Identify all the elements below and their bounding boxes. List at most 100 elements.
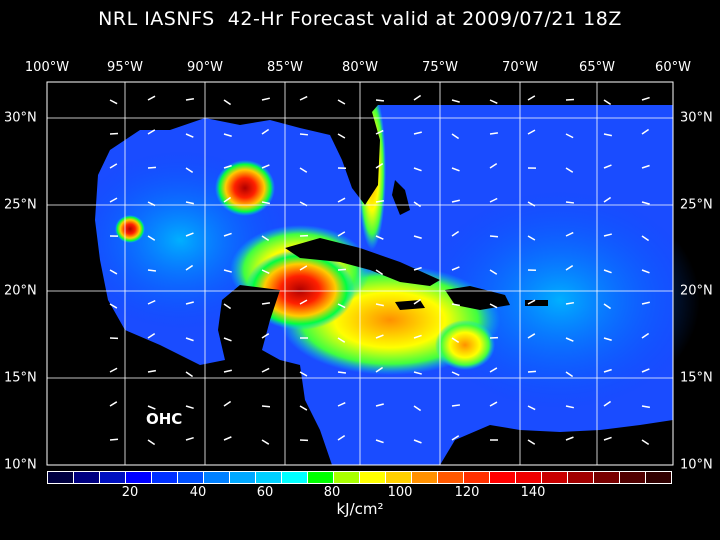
vector-arrow xyxy=(489,197,498,203)
vector-arrow xyxy=(489,163,498,169)
vector-arrow xyxy=(337,99,346,105)
vector-arrow xyxy=(375,439,384,444)
colorbar-tick-label: 100 xyxy=(387,485,413,500)
vector-arrow xyxy=(147,405,156,410)
lat-label: 10°N xyxy=(680,457,713,473)
land-south-america xyxy=(440,420,673,465)
vector-arrow xyxy=(451,199,460,203)
vector-arrow xyxy=(109,367,118,373)
vector-arrow xyxy=(185,405,194,410)
vector-arrow xyxy=(603,99,612,106)
vector-arrow xyxy=(299,299,308,305)
colorbar-swatch xyxy=(74,472,100,483)
colorbar-tick-label: 60 xyxy=(256,485,274,500)
vector-arrow xyxy=(565,337,574,342)
vector-arrow xyxy=(223,369,232,373)
colorbar-swatch xyxy=(230,472,256,483)
vector-arrow xyxy=(451,303,461,307)
vector-arrow xyxy=(565,405,574,409)
colorbar-swatch xyxy=(386,472,412,483)
colorbar-swatch xyxy=(360,472,386,483)
colorbar-swatch xyxy=(334,472,360,483)
vector-arrow xyxy=(451,266,460,271)
vector-arrow xyxy=(413,405,422,412)
colorbar-swatch xyxy=(438,472,464,483)
vector-arrow xyxy=(641,439,650,446)
vector-arrow xyxy=(223,303,232,310)
lat-label: 30°N xyxy=(680,110,713,126)
vector-arrow xyxy=(185,301,194,305)
vector-arrow xyxy=(147,439,156,446)
vector-arrow xyxy=(527,370,537,373)
vector-arrow xyxy=(337,401,346,407)
current-vectors xyxy=(109,94,651,446)
colorbar-swatch xyxy=(256,472,282,483)
vector-arrow xyxy=(641,96,650,101)
lat-lon-grid xyxy=(47,82,673,465)
vector-arrow xyxy=(109,401,118,407)
colorbar xyxy=(47,471,672,484)
vector-arrow xyxy=(413,167,422,172)
map-title: NRL IASNFS 42-Hr Forecast valid at 2009/… xyxy=(98,8,622,30)
vector-arrow xyxy=(223,164,232,169)
land-north-america xyxy=(47,82,673,465)
vector-arrow xyxy=(337,197,346,203)
vector-arrow xyxy=(527,95,536,101)
colorbar-swatch xyxy=(464,472,490,483)
vector-arrow xyxy=(451,404,461,407)
lat-label: 25°N xyxy=(680,197,713,213)
vector-arrow xyxy=(261,302,271,305)
vector-arrow xyxy=(109,197,118,203)
vector-arrow xyxy=(451,133,460,140)
vector-arrow xyxy=(565,201,575,204)
vector-arrow xyxy=(375,334,384,339)
western-gulf-eddy xyxy=(115,215,145,243)
vector-arrow xyxy=(565,436,574,441)
vector-arrow xyxy=(261,201,271,205)
lat-label: 15°N xyxy=(680,370,713,386)
vector-arrow xyxy=(223,337,232,342)
vector-arrow xyxy=(413,334,422,339)
vector-arrow xyxy=(147,299,156,305)
vector-arrow xyxy=(375,99,385,102)
vector-arrow xyxy=(299,133,309,136)
vector-arrow xyxy=(565,98,575,101)
colorbar-swatch xyxy=(646,472,671,483)
vector-arrow xyxy=(147,129,156,135)
vector-arrow xyxy=(299,371,308,377)
vector-arrow xyxy=(261,164,270,169)
vector-arrow xyxy=(109,99,118,105)
colorbar-swatch xyxy=(126,472,152,483)
lat-label: 15°N xyxy=(4,370,37,386)
vector-arrow xyxy=(451,230,460,237)
vector-arrow xyxy=(527,333,536,339)
vector-arrow xyxy=(109,163,118,169)
vector-arrow xyxy=(261,367,270,373)
vector-arrow xyxy=(527,129,536,135)
colorbar-swatch xyxy=(490,472,516,483)
vector-arrow xyxy=(147,332,156,339)
lon-label: 75°W xyxy=(422,60,458,75)
vector-arrow xyxy=(641,368,650,373)
vector-arrow xyxy=(185,264,194,271)
vector-arrow xyxy=(413,131,422,135)
vector-arrow xyxy=(299,405,308,411)
vector-arrow xyxy=(603,233,612,237)
vector-arrow xyxy=(185,133,194,138)
lon-label: 60°W xyxy=(655,60,691,75)
vector-arrow xyxy=(109,303,118,309)
vector-arrow xyxy=(185,98,195,101)
vector-arrow xyxy=(337,303,346,309)
colorbar-swatch xyxy=(152,472,178,483)
vector-arrow xyxy=(451,435,460,441)
vector-arrow xyxy=(413,235,422,239)
vector-arrow xyxy=(641,128,650,135)
vector-arrow xyxy=(185,371,194,378)
vector-arrow xyxy=(261,269,270,274)
map-frame xyxy=(46,81,674,466)
vector-arrow xyxy=(603,400,612,407)
vector-arrow xyxy=(565,133,574,139)
vector-arrow xyxy=(603,303,612,310)
vector-arrow xyxy=(109,269,118,275)
vector-arrow xyxy=(299,167,308,173)
